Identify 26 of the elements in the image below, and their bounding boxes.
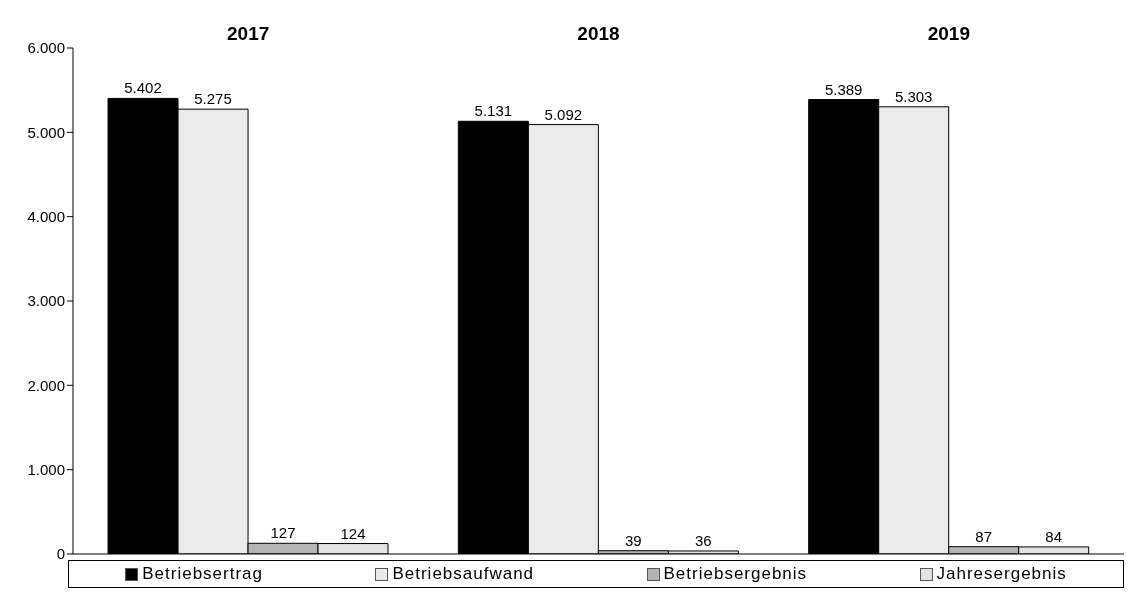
x-tick-label: 2017 xyxy=(227,23,270,44)
data-label: 84 xyxy=(1045,527,1063,545)
x-tick-label: 2019 xyxy=(927,23,970,44)
y-tick-label: 0 xyxy=(56,545,65,563)
y-tick-label: 3.000 xyxy=(27,292,65,310)
data-label: 5.389 xyxy=(824,80,863,98)
data-label: 5.402 xyxy=(124,79,162,97)
data-label: 5.131 xyxy=(474,102,513,120)
legend-label: Jahresergebnis xyxy=(935,564,1067,584)
legend-label: Betriebsertrag xyxy=(141,564,263,584)
x-tick-label: 2018 xyxy=(577,23,620,44)
y-tick-label: 4.000 xyxy=(27,207,65,225)
data-label: 124 xyxy=(340,524,366,542)
y-tick-label: 2.000 xyxy=(27,376,65,394)
data-label: 5.275 xyxy=(194,90,232,108)
data-label: 36 xyxy=(695,531,712,549)
data-label: 5.303 xyxy=(894,87,933,105)
y-tick-label: 1.000 xyxy=(27,460,65,478)
legend-label: Betriebsergebnis xyxy=(662,564,808,584)
y-tick-label: 6.000 xyxy=(27,39,65,57)
data-label: 39 xyxy=(625,531,642,549)
data-label: 87 xyxy=(975,527,993,545)
data-label: 5.092 xyxy=(544,105,583,123)
y-tick-label: 5.000 xyxy=(27,123,65,141)
data-label: 127 xyxy=(270,524,296,542)
legend-label: Betriebsaufwand xyxy=(391,564,535,584)
